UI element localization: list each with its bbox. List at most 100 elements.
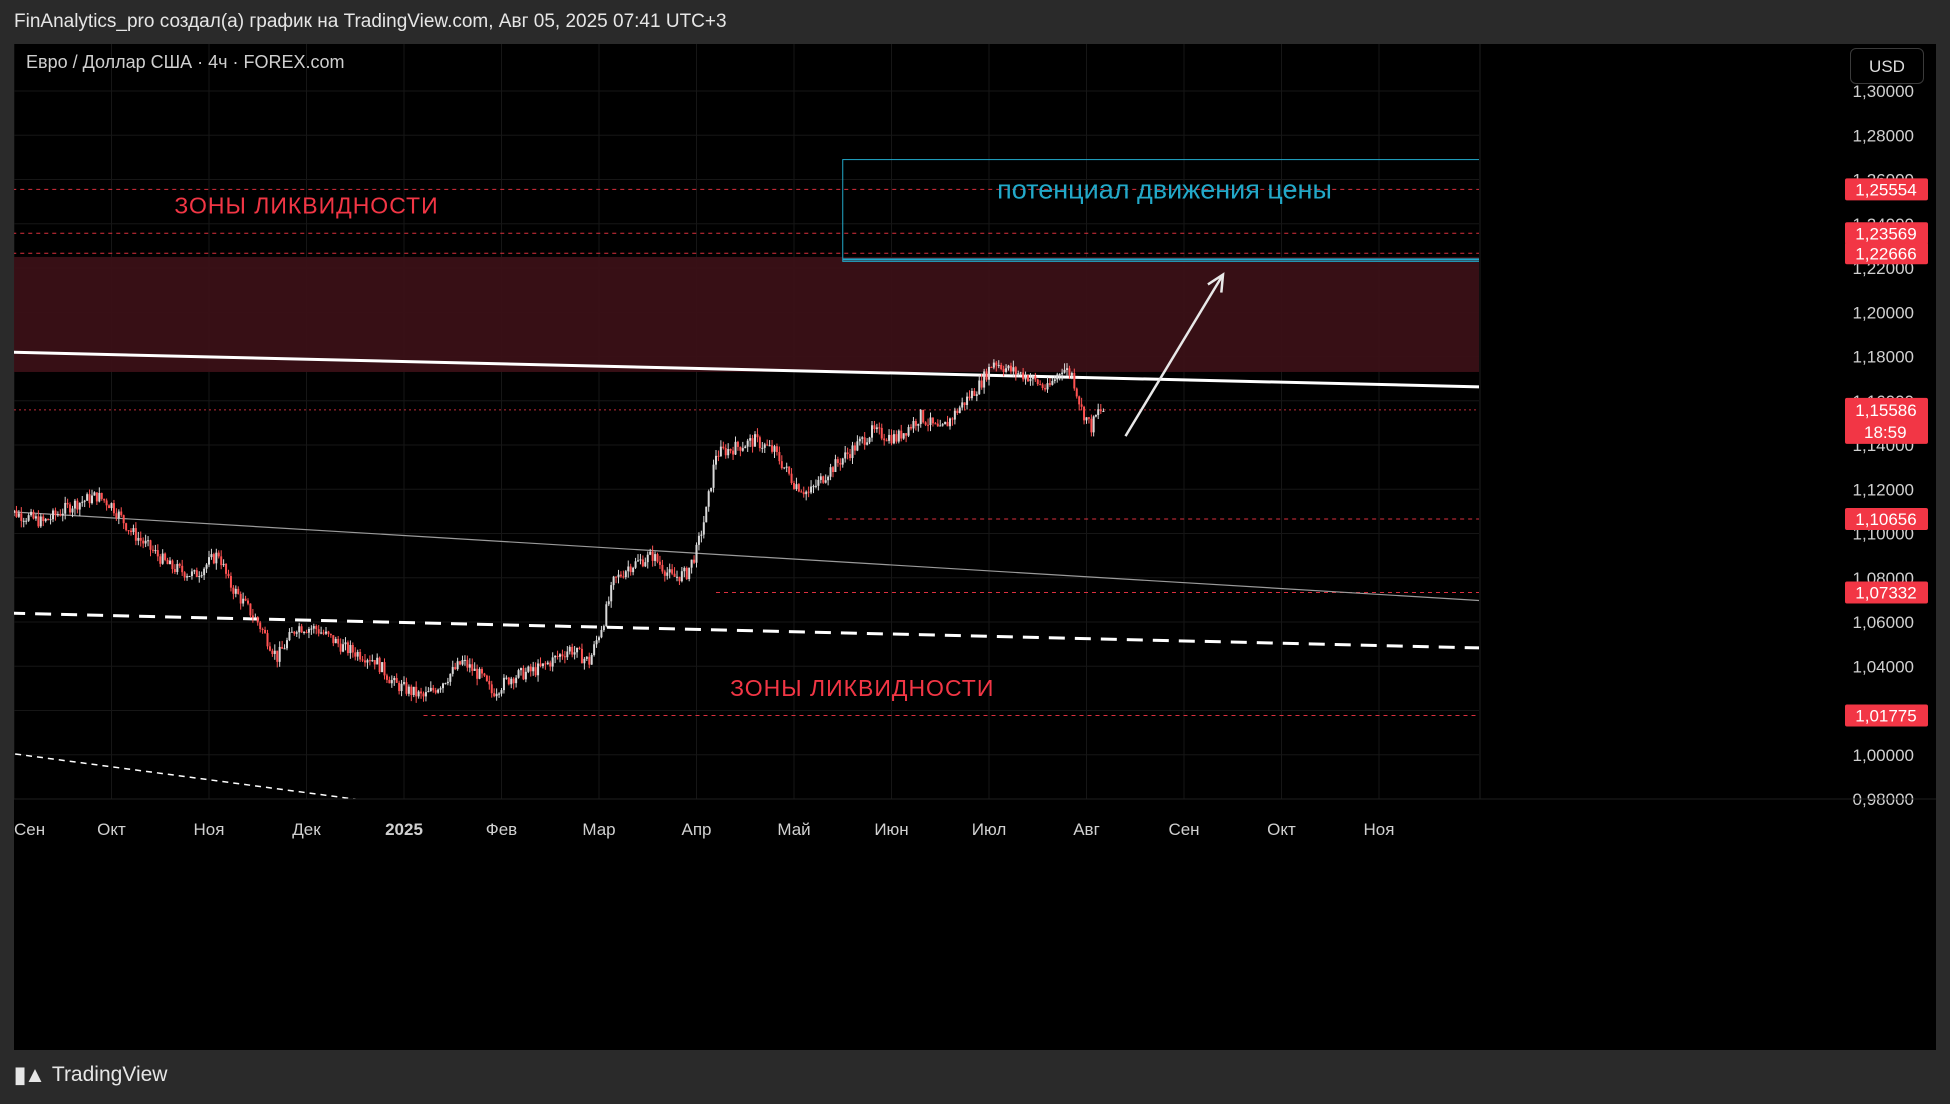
- candle-body: [32, 511, 35, 519]
- level-price-tag-text: 1,01775: [1855, 706, 1916, 725]
- currency-button[interactable]: USD: [1850, 48, 1924, 84]
- candle-body: [746, 440, 749, 447]
- candle-body: [978, 380, 981, 395]
- tradingview-logo[interactable]: ▮▲ TradingView: [14, 1062, 167, 1088]
- candle-body: [424, 692, 427, 697]
- candle-body: [161, 553, 164, 564]
- candle-body: [66, 502, 69, 505]
- candle-body: [490, 684, 493, 694]
- brand-name: TradingView: [51, 1063, 168, 1086]
- candle-body: [295, 632, 298, 634]
- candle-body: [247, 600, 249, 604]
- candle-body: [836, 459, 839, 463]
- candle-body: [254, 617, 257, 619]
- candle-body: [61, 513, 64, 516]
- candle-body: [693, 559, 696, 563]
- candle-body: [276, 650, 279, 662]
- level-price-tag-text: 1,07332: [1855, 584, 1916, 603]
- candle-body: [715, 455, 717, 465]
- candle-body: [758, 437, 761, 449]
- forecast-arrow-head: [1207, 272, 1225, 293]
- candle-body: [968, 396, 971, 399]
- candle-body: [25, 520, 28, 522]
- candle-body: [493, 693, 496, 697]
- candle-body: [1092, 416, 1095, 433]
- candle-body: [317, 629, 320, 634]
- candle-body: [139, 537, 142, 541]
- candle-body: [502, 677, 505, 691]
- candle-body: [268, 646, 271, 651]
- trendline-solid-thin: [14, 511, 1479, 602]
- candle-body: [651, 551, 654, 561]
- candle-body: [500, 690, 503, 694]
- candle-body: [354, 652, 357, 657]
- candle-body: [315, 626, 318, 630]
- candle-body: [812, 486, 815, 488]
- candle-body: [559, 654, 561, 657]
- candle-body: [442, 683, 444, 689]
- time-tick-label: Фев: [486, 820, 517, 839]
- candle-body: [39, 516, 42, 527]
- candle-body: [14, 510, 15, 513]
- candle-body: [52, 510, 54, 520]
- candle-body: [471, 664, 474, 671]
- candle-body: [780, 461, 783, 469]
- candle-body: [212, 554, 215, 564]
- candle-body: [1031, 375, 1034, 380]
- candle-body: [1073, 372, 1076, 389]
- candle-body: [30, 511, 33, 516]
- candle-body: [1027, 375, 1029, 382]
- candle-body: [875, 427, 878, 430]
- time-tick-label: Июл: [972, 820, 1007, 839]
- candle-body: [641, 559, 644, 567]
- candle-body: [919, 410, 922, 424]
- candle-body: [549, 662, 552, 667]
- candle-body: [1007, 365, 1010, 369]
- candle-body: [997, 364, 1000, 366]
- candle-body: [283, 648, 286, 650]
- candle-body: [351, 645, 354, 653]
- candle-body: [1087, 417, 1090, 419]
- candle-body: [680, 571, 683, 582]
- attribution-text: FinAnalytics_pro создал(а) график на Tra…: [14, 11, 727, 32]
- candle-body: [727, 449, 730, 456]
- candle-body: [130, 530, 132, 533]
- candle-body: [273, 650, 276, 655]
- candle-body: [951, 418, 954, 420]
- candle-body: [86, 494, 89, 501]
- price-tick-label: 1,18000: [1853, 348, 1914, 367]
- chart-area[interactable]: потенциал движения цены ЗОНЫ ЛИКВИДНОСТИ З…: [14, 44, 1936, 1050]
- candle-body: [449, 673, 452, 682]
- liquidity-zone-label: ЗОНЫ ЛИКВИДНОСТИ: [730, 675, 994, 701]
- price-chart[interactable]: потенциал движения цены ЗОНЫ ЛИКВИДНОСТИ З…: [14, 44, 1936, 1050]
- candle-body: [602, 626, 605, 631]
- candle-body: [20, 513, 23, 521]
- candle-body: [702, 522, 705, 535]
- forecast-arrow: [1124, 273, 1225, 437]
- candle-body: [44, 518, 47, 522]
- candle-body: [627, 566, 630, 572]
- candle-body: [775, 446, 778, 453]
- candle-body: [27, 515, 30, 521]
- candle-body: [166, 559, 169, 565]
- candle-body: [415, 686, 418, 697]
- candle-body: [390, 680, 393, 684]
- candle-body: [156, 550, 159, 557]
- candle-body: [610, 585, 613, 602]
- candle-body: [91, 495, 93, 504]
- candle-body: [1009, 365, 1012, 372]
- candle-body: [654, 554, 657, 561]
- candle-body: [154, 550, 157, 552]
- candle-body: [656, 554, 659, 562]
- candle-body: [778, 452, 781, 462]
- candle-body: [717, 455, 720, 457]
- candle-body: [766, 444, 769, 446]
- level-price-tag: [1845, 222, 1928, 245]
- candle-body: [446, 681, 449, 684]
- level-price-tag: [1845, 242, 1928, 265]
- level-price-tag-text: 1,25554: [1855, 180, 1916, 199]
- candle-body: [871, 425, 873, 438]
- candle-body: [729, 449, 732, 451]
- candle-body: [485, 675, 488, 682]
- candle-body: [1102, 410, 1105, 412]
